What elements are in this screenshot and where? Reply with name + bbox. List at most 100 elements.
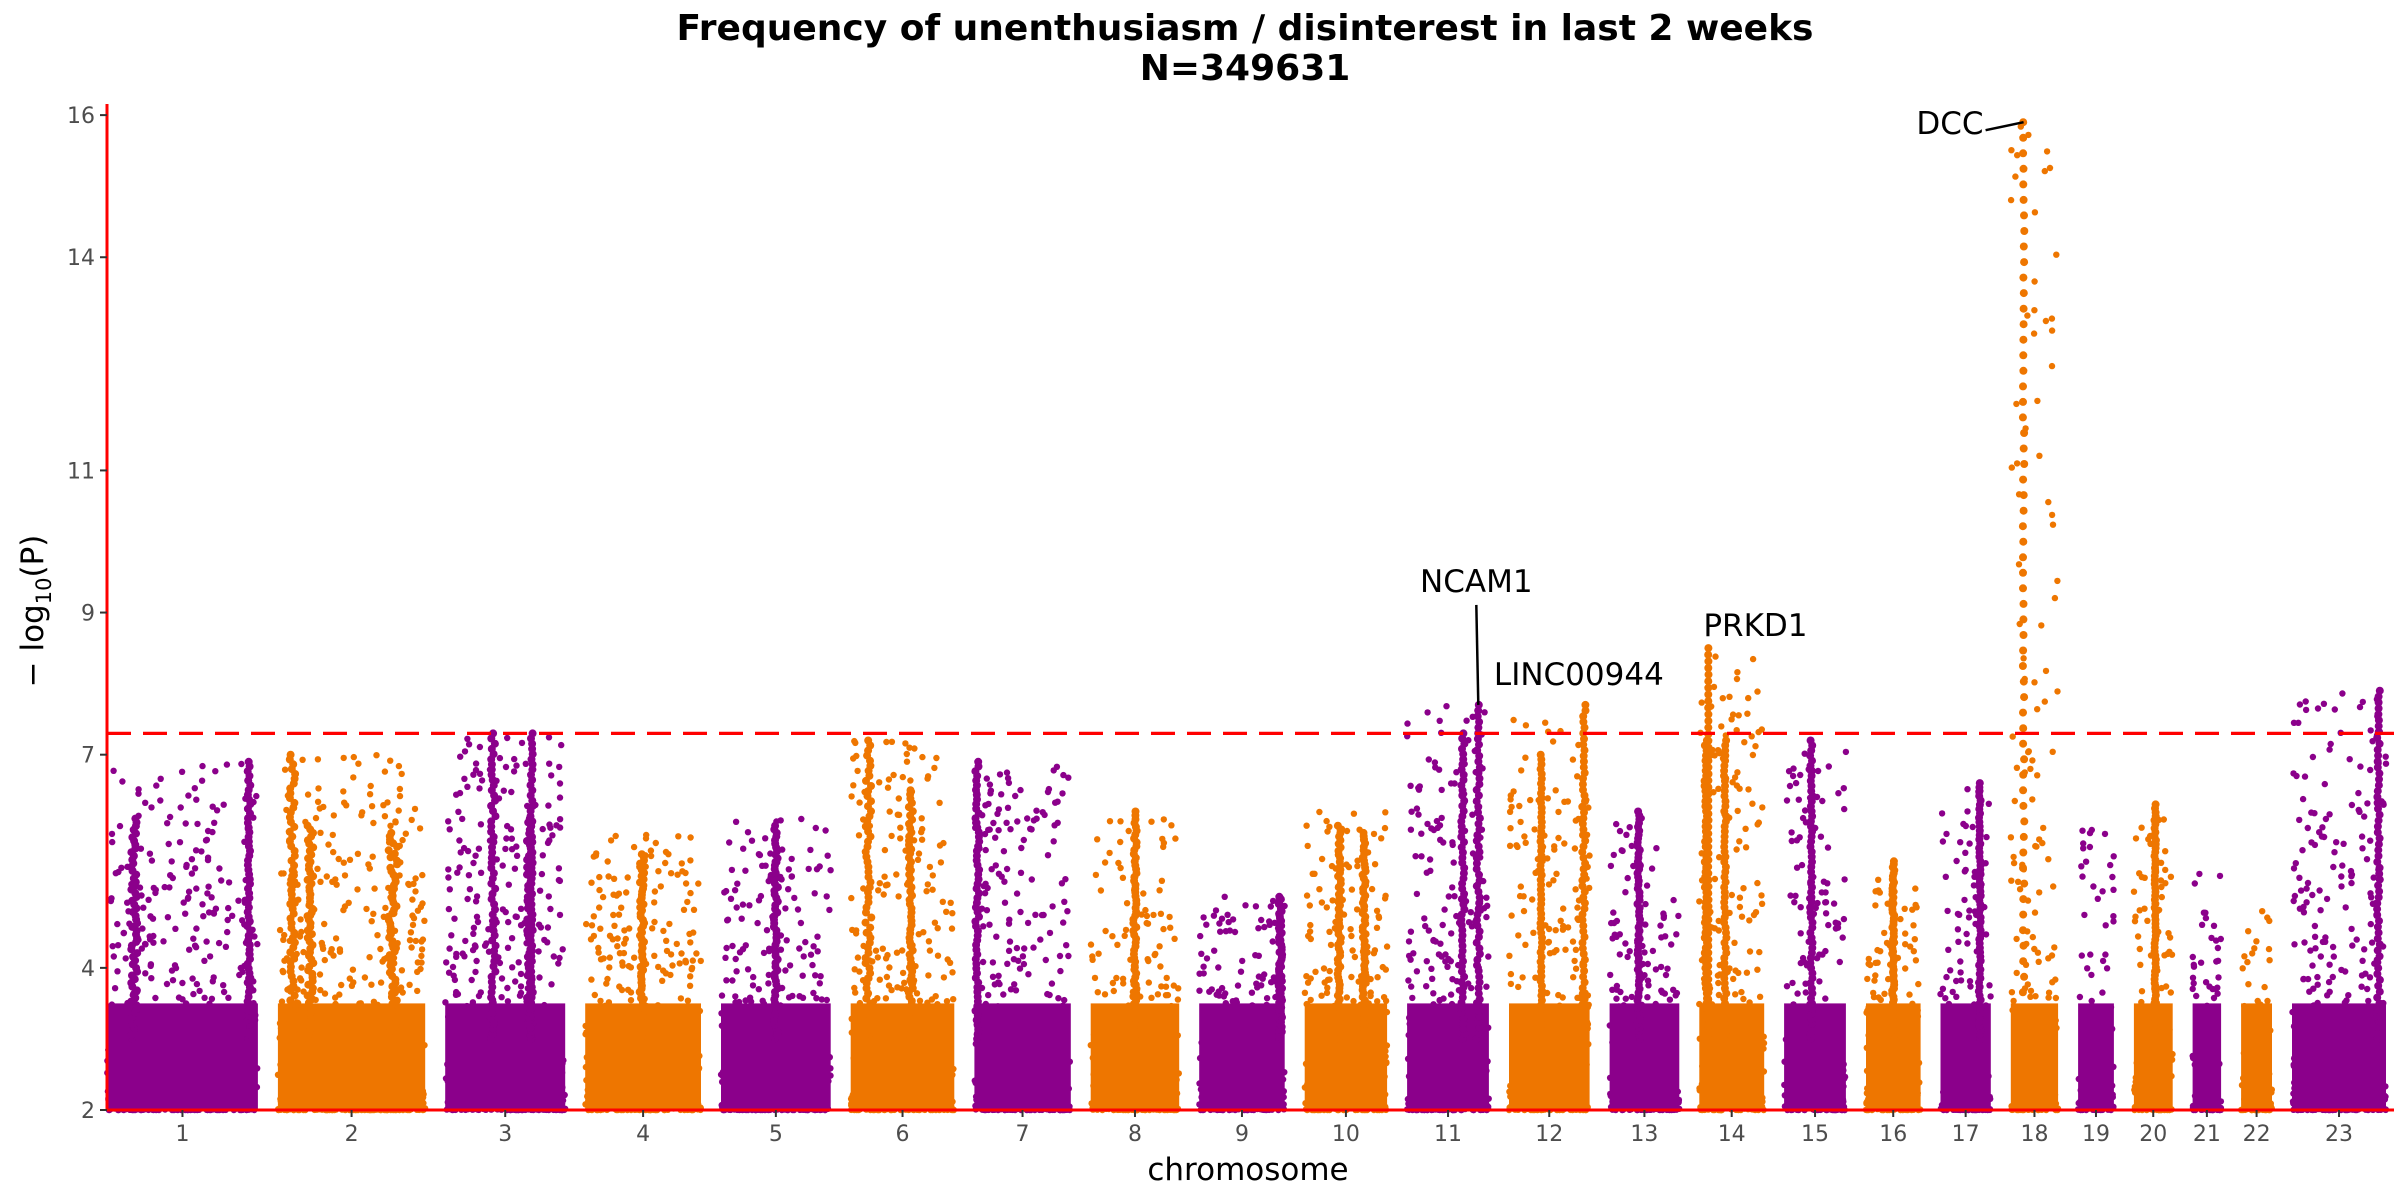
snp-point (677, 995, 685, 1002)
snp-point (190, 990, 197, 998)
snp-point (1168, 822, 1175, 829)
snp-point (814, 933, 821, 940)
snp-point (179, 996, 186, 1003)
snp-point (330, 848, 337, 856)
snp-point (340, 754, 347, 762)
snp-point (682, 880, 690, 887)
snp-point (176, 839, 184, 846)
snp-point (853, 752, 860, 760)
snp-point (456, 789, 464, 797)
snp-point (445, 905, 453, 913)
snp-point (1200, 963, 1207, 970)
snp-point (678, 860, 685, 867)
snp-point (1051, 822, 1058, 829)
snp-point (1028, 876, 1036, 883)
snp-point (647, 852, 655, 860)
snp-point (995, 972, 1002, 979)
snp-point (200, 913, 207, 920)
snp-point (1211, 947, 1218, 954)
snp-point (1370, 830, 1378, 838)
snp-point (724, 917, 731, 924)
snp-point (1507, 980, 1515, 988)
snp-point (813, 995, 820, 1002)
snp-point (556, 780, 564, 787)
snp-point (933, 754, 940, 762)
snp-point (816, 980, 823, 987)
snp-point (675, 833, 682, 840)
snp-point (651, 888, 659, 895)
snp-point (729, 977, 736, 984)
snp-point (474, 918, 482, 926)
snp-point (809, 961, 816, 969)
snp-point (1266, 921, 1273, 928)
snp-point (883, 738, 890, 746)
snp-point (220, 988, 228, 996)
snp-point (148, 857, 156, 864)
data-points (104, 118, 2390, 1114)
snp-point (1662, 971, 1670, 979)
snp-point (813, 866, 821, 873)
snp-point (374, 932, 381, 939)
chromosome-10-dense-band (1304, 1003, 1388, 1110)
snp-point (185, 888, 193, 895)
snp-point (1148, 994, 1155, 1001)
snp-point (1440, 839, 1447, 846)
snp-point (1666, 996, 1674, 1003)
snp-point (502, 763, 510, 771)
snp-point (647, 847, 655, 854)
snp-point (1380, 994, 1388, 1001)
snp-point (627, 997, 635, 1004)
snp-point (684, 898, 691, 906)
snp-point (1003, 865, 1011, 873)
snp-point (799, 972, 806, 979)
snp-point (1373, 907, 1381, 914)
snp-point (614, 935, 621, 942)
snp-point (884, 951, 891, 959)
snp-point (1063, 942, 1070, 949)
snp-point (1515, 932, 1522, 939)
snp-point (990, 819, 997, 827)
snp-point (465, 872, 473, 879)
snp-point (1056, 952, 1064, 960)
snp-point (395, 762, 403, 770)
snp-point (416, 825, 424, 832)
snp-point (461, 775, 468, 782)
snp-point (686, 930, 693, 938)
snp-point (693, 950, 700, 957)
snp-point (1119, 874, 1127, 881)
snp-point (1324, 828, 1331, 835)
snp-point (1225, 918, 1232, 926)
snp-point (1109, 933, 1116, 940)
snp-point (193, 796, 200, 803)
snp-point (120, 929, 127, 937)
snp-point (1572, 946, 1580, 953)
snp-point (1405, 938, 1413, 945)
snp-point (1015, 957, 1022, 964)
snp-point (986, 826, 993, 833)
snp-point (508, 788, 515, 796)
snp-point (1445, 893, 1453, 900)
snp-point (418, 946, 426, 953)
snp-point (915, 850, 923, 857)
snp-point (652, 839, 659, 847)
snp-point (1032, 911, 1039, 918)
snp-point (687, 889, 694, 897)
snp-point (918, 836, 926, 843)
snp-point (1005, 779, 1013, 787)
snp-point (1351, 953, 1359, 961)
snp-point (321, 920, 328, 928)
snp-point (199, 762, 206, 770)
snp-point (1306, 928, 1314, 935)
snp-point (1203, 955, 1211, 962)
chromosome-9-points (1196, 893, 1288, 1114)
snp-point (885, 776, 893, 783)
snp-point (1312, 968, 1319, 975)
snp-point (278, 998, 286, 1005)
snp-point (950, 996, 957, 1003)
snp-point (504, 734, 511, 742)
snp-point (1156, 887, 1163, 894)
snp-point (188, 870, 196, 877)
snp-point (457, 753, 464, 760)
snp-point (872, 947, 880, 954)
snp-point (992, 834, 999, 841)
